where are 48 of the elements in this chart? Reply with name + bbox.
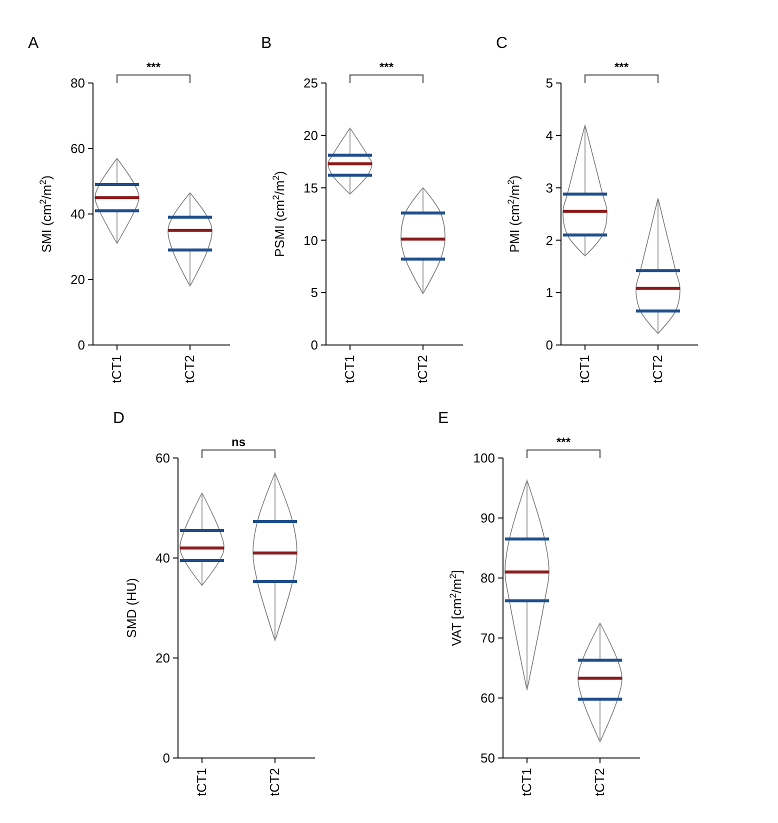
text: *** [379, 60, 394, 74]
y-tick-label: 20 [70, 272, 85, 288]
text: *** [614, 60, 629, 74]
x-tick-label: tCT2 [592, 768, 607, 796]
y-tick-label: 40 [156, 550, 170, 566]
chart-title: B [261, 35, 272, 52]
y-tick-label: 20 [156, 650, 170, 666]
x-tick-label: tCT1 [109, 355, 124, 384]
y-tick-label: 5 [310, 285, 318, 300]
y-tick-label: 0 [78, 338, 85, 353]
x-tick-label: tCT2 [650, 355, 665, 384]
y-tick-label: 1 [546, 285, 553, 300]
y-tick-label: 25 [304, 76, 318, 91]
y-tick-label: 20 [304, 128, 318, 143]
y-tick-label: 3 [546, 180, 553, 196]
y-tick-label: 0 [310, 338, 318, 353]
x-tick-label: tCT2 [267, 768, 282, 796]
x-tick-label: tCT1 [194, 768, 209, 796]
y-tick-label: 60 [480, 690, 495, 706]
text: *** [556, 435, 571, 449]
y-tick-label: 60 [70, 141, 85, 156]
text: *** [146, 60, 161, 74]
y-tick-label: 40 [70, 206, 85, 222]
chart-title: A [28, 35, 39, 52]
chart-title: D [113, 410, 125, 427]
y-tick-label: 60 [156, 450, 170, 466]
x-tick-label: tCT1 [519, 768, 534, 796]
y-axis-title: SMD (HU) [124, 578, 139, 638]
y-tick-label: 80 [480, 570, 495, 586]
y-tick-label: 0 [162, 750, 170, 766]
y-tick-label: 90 [480, 510, 495, 526]
y-tick-label: 10 [304, 232, 318, 248]
y-tick-label: 100 [473, 450, 495, 466]
y-tick-label: 70 [480, 630, 495, 646]
x-tick-label: tCT1 [342, 355, 357, 384]
x-tick-label: tCT1 [577, 355, 592, 384]
x-tick-label: tCT2 [182, 355, 197, 384]
y-tick-label: 50 [480, 750, 495, 766]
chart-title: C [496, 35, 508, 52]
y-tick-label: 0 [546, 338, 553, 353]
y-tick-label: 4 [546, 128, 553, 143]
y-tick-label: 80 [70, 76, 85, 91]
text: ns [231, 435, 246, 449]
y-tick-label: 15 [304, 180, 318, 196]
chart-title: E [438, 410, 449, 427]
y-tick-label: 2 [546, 232, 553, 248]
x-tick-label: tCT2 [415, 355, 430, 384]
y-tick-label: 5 [546, 76, 553, 91]
